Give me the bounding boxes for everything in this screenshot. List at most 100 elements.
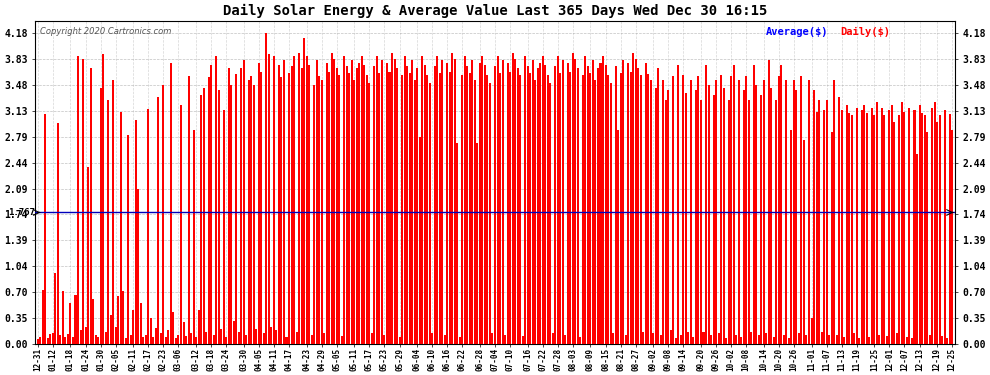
Bar [572, 53, 574, 344]
Bar [416, 68, 418, 344]
Bar [336, 68, 338, 344]
Bar [231, 85, 233, 344]
Bar [381, 60, 383, 344]
Bar [298, 53, 300, 344]
Bar [720, 75, 722, 344]
Bar [715, 80, 717, 344]
Bar [401, 75, 403, 344]
Bar [152, 337, 154, 344]
Text: Copyright 2020 Cartronics.com: Copyright 2020 Cartronics.com [40, 27, 171, 36]
Bar [458, 337, 460, 344]
Bar [652, 333, 654, 344]
Bar [816, 112, 818, 344]
Bar [51, 333, 53, 344]
Bar [205, 332, 207, 344]
Bar [677, 65, 679, 344]
Bar [899, 115, 901, 344]
Bar [589, 73, 591, 344]
Bar [241, 68, 243, 344]
Bar [37, 339, 39, 344]
Bar [143, 337, 145, 344]
Bar [233, 321, 235, 344]
Bar [765, 333, 767, 344]
Bar [198, 310, 200, 344]
Bar [643, 332, 644, 344]
Bar [112, 80, 114, 344]
Bar [442, 60, 444, 344]
Bar [551, 333, 553, 344]
Bar [396, 68, 398, 344]
Bar [633, 53, 635, 344]
Bar [657, 68, 659, 344]
Bar [426, 75, 429, 344]
Bar [878, 334, 880, 344]
Bar [469, 73, 471, 344]
Bar [246, 334, 248, 344]
Bar [323, 333, 325, 344]
Bar [519, 75, 521, 344]
Bar [107, 100, 109, 344]
Bar [388, 72, 390, 344]
Bar [801, 76, 803, 344]
Bar [187, 76, 189, 344]
Bar [429, 83, 431, 344]
Bar [288, 73, 290, 344]
Bar [698, 76, 700, 344]
Bar [313, 85, 315, 344]
Bar [228, 68, 230, 344]
Bar [243, 60, 245, 344]
Bar [376, 56, 378, 344]
Bar [647, 74, 649, 344]
Bar [845, 105, 847, 344]
Bar [675, 338, 677, 344]
Bar [122, 291, 124, 344]
Bar [921, 113, 923, 344]
Bar [564, 334, 566, 344]
Bar [687, 332, 689, 344]
Bar [755, 86, 757, 344]
Bar [62, 291, 64, 344]
Bar [507, 63, 509, 344]
Bar [649, 80, 651, 344]
Bar [72, 337, 74, 344]
Bar [42, 290, 44, 344]
Bar [285, 337, 287, 344]
Bar [257, 63, 260, 344]
Bar [165, 337, 167, 344]
Bar [742, 90, 744, 344]
Bar [120, 112, 122, 344]
Bar [434, 66, 436, 344]
Bar [530, 73, 532, 344]
Bar [622, 60, 624, 344]
Bar [868, 337, 870, 344]
Bar [50, 334, 51, 344]
Bar [757, 335, 759, 344]
Bar [795, 90, 797, 344]
Bar [818, 100, 820, 344]
Bar [512, 53, 514, 344]
Bar [283, 60, 285, 344]
Bar [311, 334, 313, 344]
Bar [659, 334, 661, 344]
Bar [157, 97, 159, 344]
Bar [180, 105, 182, 344]
Bar [378, 73, 380, 344]
Bar [293, 56, 295, 344]
Bar [368, 83, 370, 344]
Bar [499, 73, 501, 344]
Bar [778, 76, 780, 344]
Bar [316, 60, 318, 344]
Bar [873, 115, 875, 344]
Bar [424, 64, 426, 344]
Bar [145, 335, 147, 344]
Bar [419, 137, 421, 344]
Bar [662, 80, 664, 344]
Bar [803, 140, 805, 344]
Bar [296, 332, 298, 344]
Bar [574, 59, 576, 344]
Bar [692, 337, 694, 344]
Bar [561, 60, 564, 344]
Bar [339, 75, 341, 344]
Bar [290, 66, 292, 344]
Bar [630, 72, 632, 344]
